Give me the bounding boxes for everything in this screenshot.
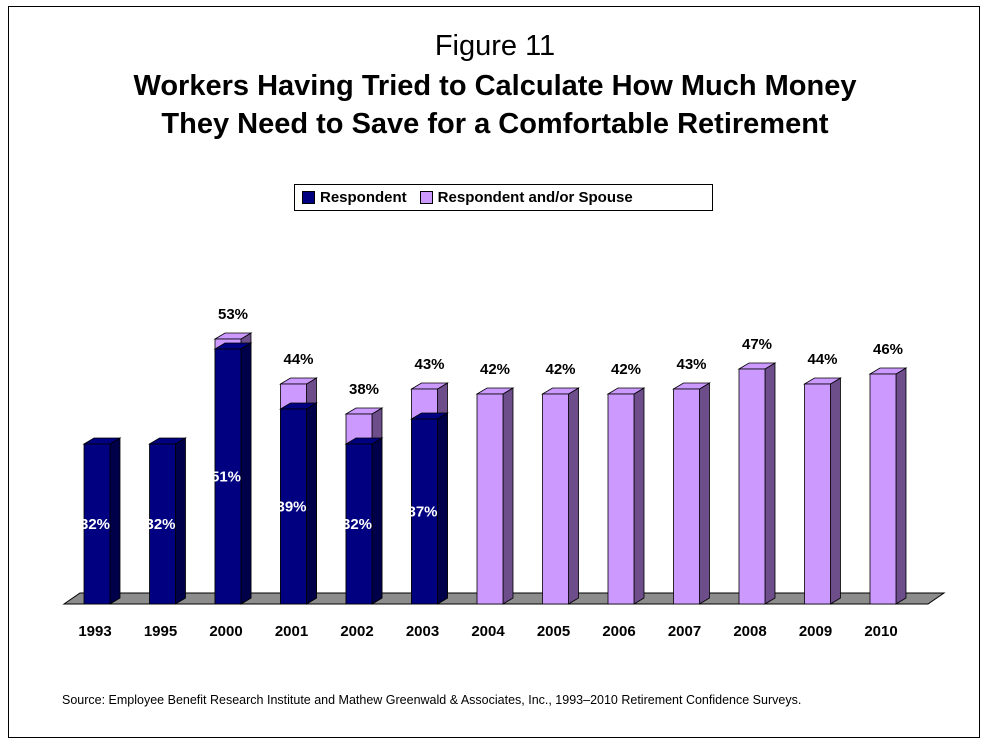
bar-respondent-1993-side <box>109 437 121 605</box>
data-label-spouse-2008: 47% <box>742 336 772 353</box>
chart-legend: Respondent Respondent and/or Spouse <box>294 184 713 211</box>
data-label-respondent-1995: 32% <box>145 516 175 533</box>
bar-spouse-2005 <box>542 393 569 605</box>
x-tick-label-2006: 2006 <box>602 623 635 640</box>
data-label-spouse-2000: 53% <box>218 306 248 323</box>
legend-swatch-spouse <box>419 191 433 204</box>
data-label-respondent-2001: 39% <box>276 499 306 516</box>
bar-spouse-2008-side <box>764 362 776 605</box>
bar-spouse-2006-side <box>633 387 645 605</box>
bar-spouse-2006 <box>607 393 635 605</box>
data-label-spouse-2010: 46% <box>873 341 903 358</box>
figure-label: Figure 11 <box>434 30 556 62</box>
bar-respondent-1995-side <box>175 437 186 605</box>
x-tick-label-2001: 2001 <box>275 623 308 640</box>
chart-title-line2: They Need to Save for a Comfortable Reti… <box>161 108 829 140</box>
bar-spouse-2007-side <box>699 382 710 605</box>
x-tick-label-2008: 2008 <box>733 623 766 640</box>
bar-spouse-2008 <box>738 368 766 605</box>
bar-spouse-2004-side <box>502 387 514 605</box>
bar-respondent-1995 <box>149 443 176 605</box>
legend-item-respondent: Respondent <box>302 189 407 206</box>
data-label-spouse-2009: 44% <box>807 351 837 368</box>
data-label-spouse-2007: 43% <box>676 356 706 373</box>
bar-spouse-2005-side <box>568 387 579 605</box>
bar-respondent-2000-side <box>240 342 252 605</box>
x-tick-label-1993: 1993 <box>78 623 111 640</box>
bar-spouse-2010 <box>869 373 897 605</box>
bar-spouse-2009-side <box>830 377 841 605</box>
x-tick-label-2010: 2010 <box>864 623 897 640</box>
x-tick-label-2003: 2003 <box>406 623 439 640</box>
data-label-respondent-1993: 32% <box>80 516 110 533</box>
data-label-spouse-2005: 42% <box>545 361 575 378</box>
bar-respondent-2000 <box>214 348 242 605</box>
x-tick-label-2002: 2002 <box>340 623 373 640</box>
figure-frame <box>8 6 980 738</box>
data-label-spouse-2001: 44% <box>283 351 313 368</box>
legend-label-respondent: Respondent <box>320 189 407 206</box>
bar-respondent-2001 <box>280 408 307 605</box>
x-tick-label-2009: 2009 <box>799 623 832 640</box>
x-tick-label-2007: 2007 <box>668 623 701 640</box>
bar-respondent-2002 <box>345 443 373 605</box>
bar-spouse-2007 <box>673 388 700 605</box>
data-label-respondent-2002: 32% <box>342 516 372 533</box>
data-label-respondent-2003: 37% <box>407 504 437 521</box>
x-tick-label-2005: 2005 <box>537 623 570 640</box>
bar-respondent-2003 <box>411 418 438 605</box>
legend-label-spouse: Respondent and/or Spouse <box>437 189 633 206</box>
x-tick-label-1995: 1995 <box>144 623 177 640</box>
chart-title-line1: Workers Having Tried to Calculate How Mu… <box>133 70 857 102</box>
bar-spouse-2009 <box>804 383 831 605</box>
data-label-spouse-2003: 43% <box>414 356 444 373</box>
bar-respondent-2001-side <box>306 402 317 605</box>
bar-respondent-2002-side <box>371 437 383 605</box>
x-tick-label-2004: 2004 <box>471 623 505 640</box>
source-note: Source: Employee Benefit Research Instit… <box>62 693 802 707</box>
data-label-respondent-2000: 51% <box>211 469 241 486</box>
legend-item-spouse: Respondent and/or Spouse <box>419 189 633 206</box>
bar-respondent-2003-side <box>437 412 448 605</box>
data-label-spouse-2006: 42% <box>611 361 641 378</box>
data-label-spouse-2002: 38% <box>349 381 379 398</box>
bar-chart: 32% 1993 32% 1995 53% 51% 2000 44% 39% 2001 38% 32%… <box>62 306 946 640</box>
x-tick-label-2000: 2000 <box>209 623 242 640</box>
data-label-spouse-2004: 42% <box>480 361 510 378</box>
legend-swatch-respondent <box>302 191 315 204</box>
bar-spouse-2010-side <box>895 367 907 605</box>
bar-spouse-2004 <box>476 393 504 605</box>
bar-respondent-1993 <box>83 443 111 605</box>
